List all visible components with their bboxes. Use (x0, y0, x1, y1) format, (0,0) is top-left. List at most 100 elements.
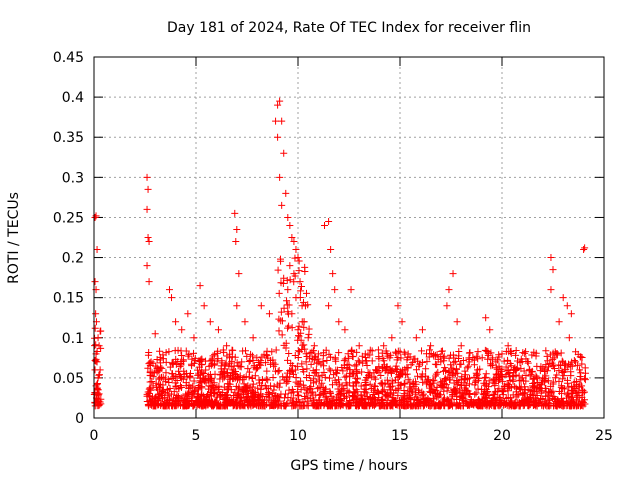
noise-point (403, 370, 411, 378)
noise-point (263, 352, 271, 360)
noise-point (575, 388, 583, 396)
data-point (278, 201, 286, 209)
data-point (280, 149, 288, 157)
data-point (300, 318, 308, 326)
noise-point (425, 381, 433, 389)
axis-tick-labels: 0 0.05 0.1 0.15 0.2 0.25 0.3 0.35 0.4 0.45 0 5 10 15 2… (53, 50, 613, 444)
noise-point (476, 402, 484, 410)
y-tick-label: 0 (75, 411, 84, 427)
noise-point (239, 347, 247, 355)
noise-point (559, 385, 567, 392)
noise-point (453, 380, 461, 388)
noise-point (255, 376, 263, 384)
noise-point (296, 348, 304, 356)
noise-point (483, 347, 491, 355)
noise-point (159, 373, 167, 381)
noise-point (484, 355, 492, 363)
noise-point (285, 349, 293, 357)
noise-point (482, 373, 490, 381)
data-point (296, 278, 304, 286)
noise-point (451, 357, 459, 365)
noise-point (335, 349, 343, 357)
noise-point (369, 395, 377, 403)
data-point (149, 382, 157, 390)
noise-point (179, 401, 187, 409)
noise-point (457, 360, 465, 368)
noise-point (288, 385, 296, 393)
y-tick-label: 0.25 (53, 210, 84, 226)
data-point (310, 342, 318, 350)
noise-point (328, 381, 336, 389)
noise-point (576, 372, 584, 380)
noise-point (259, 377, 267, 385)
noise-point (451, 386, 459, 394)
noise-point (507, 347, 515, 355)
noise-point (452, 385, 460, 393)
noise-point (368, 347, 376, 355)
noise-point (165, 378, 173, 386)
noise-point (382, 366, 390, 374)
noise-point (464, 387, 472, 395)
noise-point (421, 398, 429, 406)
noise-point (361, 400, 369, 408)
noise-point (567, 372, 575, 380)
noise-point (247, 393, 255, 401)
noise-point (346, 372, 354, 380)
noise-point (159, 402, 167, 410)
noise-point (505, 381, 513, 389)
noise-point (443, 387, 451, 395)
noise-point (466, 399, 474, 407)
data-point (302, 358, 310, 366)
noise-point (262, 375, 270, 383)
noise-point (187, 384, 195, 392)
noise-point (260, 402, 268, 410)
noise-point (432, 386, 440, 394)
noise-point (341, 373, 349, 381)
data-point (93, 246, 101, 254)
noise-point (427, 380, 435, 388)
noise-point (190, 349, 198, 357)
noise-point (557, 349, 565, 357)
noise-point (503, 380, 511, 388)
noise-point (295, 257, 303, 265)
data-point (457, 342, 465, 350)
data-point (581, 244, 589, 252)
noise-point (506, 359, 514, 367)
noise-point (292, 373, 300, 381)
noise-point (570, 357, 578, 365)
noise-point (274, 266, 282, 274)
noise-point (345, 354, 353, 362)
noise-point (496, 398, 504, 406)
noise-point (190, 400, 198, 408)
data-point (223, 342, 231, 350)
noise-point (162, 369, 170, 377)
noise-point (469, 353, 477, 361)
data-points (91, 97, 589, 406)
noise-point (215, 382, 223, 390)
data-point (347, 286, 355, 294)
data-point (278, 117, 286, 125)
noise-point (189, 401, 197, 409)
data-point (325, 302, 333, 310)
noise-point (383, 401, 391, 409)
noise-point (363, 373, 371, 381)
noise-point (352, 386, 360, 394)
noise-point (210, 389, 218, 397)
noise-point (552, 350, 560, 358)
noise-point (371, 400, 379, 408)
noise-point (161, 389, 169, 397)
noise-point (223, 352, 231, 360)
noise-point (298, 360, 306, 368)
noise-point (211, 350, 219, 358)
noise-point (542, 347, 550, 355)
noise-point (523, 358, 531, 366)
noise-point (333, 393, 341, 401)
data-point (355, 342, 363, 350)
noise-point (347, 401, 355, 409)
noise-point (198, 383, 206, 391)
noise-point (271, 392, 279, 400)
data-point (286, 221, 294, 229)
data-point (304, 334, 312, 342)
noise-point (410, 355, 418, 363)
noise-point (520, 397, 528, 405)
